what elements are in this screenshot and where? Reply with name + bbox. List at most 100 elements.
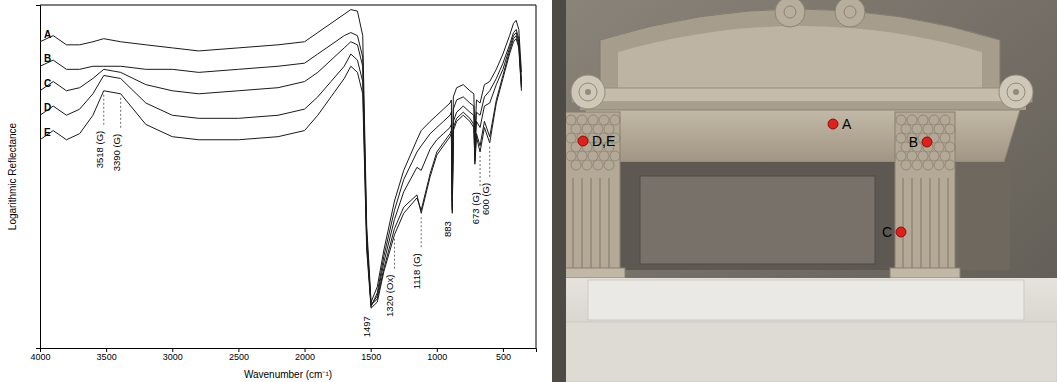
base-lower [552, 322, 1057, 382]
x-tick: 1000 [427, 348, 447, 362]
bracket-scale [918, 151, 928, 161]
annotation-label: 1118 (G) [411, 253, 422, 289]
bracket-scale [923, 160, 933, 170]
sample-label: B [909, 134, 918, 150]
plot-frame-top [40, 5, 536, 6]
spectrum-line [40, 36, 521, 309]
series-label: E [44, 127, 51, 138]
bracket-scale [934, 160, 944, 170]
annotation-label: 1497 [361, 316, 372, 337]
bracket-scale [923, 124, 933, 134]
bracket-scale [582, 160, 592, 170]
chart: 4000350030002500200015001000500Wavenumbe… [7, 5, 537, 380]
sample-point [922, 137, 932, 147]
bracket-scale [566, 115, 576, 125]
bracket-scale [901, 160, 911, 170]
x-tick-label: 4000 [30, 352, 50, 362]
x-tick: 1500 [361, 348, 381, 362]
plot-area [40, 10, 521, 309]
base [552, 278, 1057, 382]
photo-wall [552, 0, 1057, 382]
bracket-scale [593, 160, 603, 170]
annotation-label: 3390 (G) [111, 134, 122, 172]
bracket-scale [604, 160, 614, 170]
bracket-flute [581, 178, 582, 268]
x-tick-label: 1000 [427, 352, 447, 362]
sample-point [896, 227, 906, 237]
bracket-scale [945, 124, 955, 134]
bracket-scale [588, 151, 598, 161]
x-axis-title: Wavenumber (cm⁻¹) [244, 369, 332, 380]
rosette-core [784, 6, 796, 18]
bracket-scale [912, 160, 922, 170]
bracket-scale [940, 151, 950, 161]
sample-point [578, 136, 588, 146]
volute [999, 75, 1033, 109]
annotation-label: 883 [442, 221, 453, 237]
bracket-scale [945, 160, 955, 170]
bracket-flute [920, 178, 921, 268]
plot-frame-right [536, 5, 537, 348]
interior-right [955, 162, 1010, 270]
cornice-lower [580, 102, 1026, 110]
series-label: B [44, 53, 51, 64]
x-tick: 2000 [295, 348, 315, 362]
base-step [588, 280, 1024, 320]
x-tick-label: 2000 [295, 352, 315, 362]
series-label: D [44, 102, 51, 113]
x-tick: 3500 [97, 348, 117, 362]
bracket-scale [940, 115, 950, 125]
x-tick-label: 2500 [229, 352, 249, 362]
bracket-flute [929, 178, 930, 268]
spectrum-line [40, 30, 521, 307]
annotation-line [103, 95, 104, 127]
series-label: A [44, 29, 51, 40]
sample-label: C [882, 224, 892, 240]
volute-eye [585, 89, 591, 95]
bracket-scale [934, 124, 944, 134]
bracket-scale [934, 142, 944, 152]
sample-label: D,E [592, 133, 615, 149]
bracket-scale [907, 151, 917, 161]
bracket-flute [947, 178, 948, 268]
annotation-label: 3518 (G) [94, 131, 105, 169]
bracket-flute [590, 178, 591, 268]
annotation-line [421, 217, 422, 249]
figure: 4000350030002500200015001000500Wavenumbe… [0, 0, 1057, 382]
x-tick-label: 3500 [97, 352, 117, 362]
spectrum-line [40, 10, 521, 302]
bracket [895, 112, 955, 278]
y-axis [36, 6, 41, 349]
bracket-scale [571, 160, 581, 170]
bracket-foot [890, 268, 960, 278]
bracket-scale [610, 151, 620, 161]
bracket-flute [599, 178, 600, 268]
x-tick-label: 1500 [361, 352, 381, 362]
volute-inner [1007, 83, 1025, 101]
bracket-scale [588, 115, 598, 125]
bracket-scale [582, 124, 592, 134]
spectrum-line [40, 33, 521, 306]
rosette [775, 0, 805, 27]
cornice [572, 88, 1032, 102]
bracket-scale [896, 151, 906, 161]
bracket-scale [940, 133, 950, 143]
bracket-scale [896, 133, 906, 143]
x-tick: 4000 [30, 348, 50, 362]
rosette [835, 0, 865, 27]
bracket-scale [571, 124, 581, 134]
bracket-scale [929, 151, 939, 161]
series-label: C [44, 78, 51, 89]
bracket-scale [945, 142, 955, 152]
bracket-scale [577, 115, 587, 125]
rosette-core [844, 6, 856, 18]
bracket-scale [929, 115, 939, 125]
bracket-scale [907, 115, 917, 125]
volute-eye [1013, 89, 1019, 95]
interior [620, 162, 895, 270]
bracket-scale [599, 151, 609, 161]
y-axis-title: Logarithmic Reflectance [7, 122, 18, 230]
bracket-scale [912, 124, 922, 134]
bracket-flute [938, 178, 939, 268]
bracket-scale [901, 124, 911, 134]
